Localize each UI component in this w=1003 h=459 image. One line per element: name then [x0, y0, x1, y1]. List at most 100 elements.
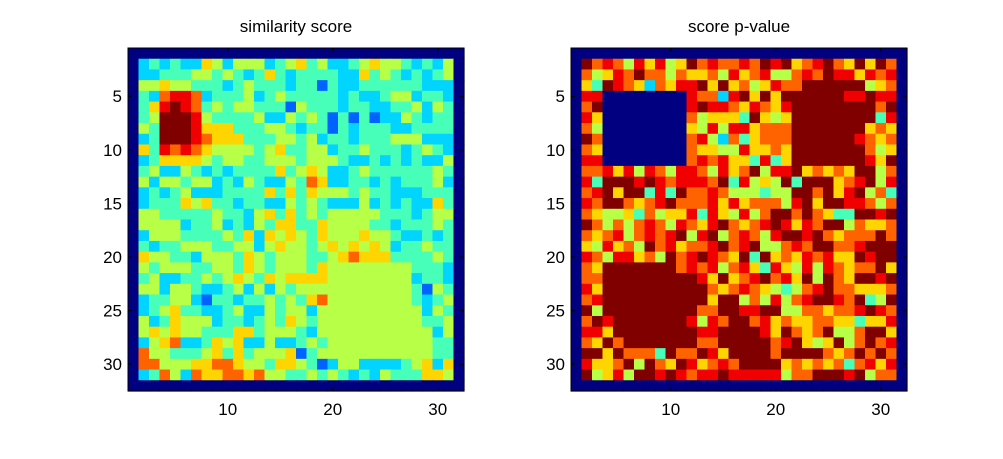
heatmap-cell [760, 273, 772, 285]
heatmap-cell [149, 155, 161, 167]
heatmap-cell [896, 165, 908, 178]
heatmap-cell [317, 155, 329, 167]
heatmap-cell [707, 283, 719, 296]
heatmap-cell [634, 380, 646, 392]
heatmap-cell [380, 369, 392, 381]
heatmap-cell [191, 176, 203, 188]
heatmap-cell [401, 251, 413, 263]
heatmap-cell [443, 240, 455, 253]
heatmap-cell [201, 165, 213, 178]
heatmap-cell [254, 90, 266, 103]
heatmap-cell [812, 240, 824, 253]
heatmap-cell [432, 187, 444, 199]
heatmap-cell [791, 337, 803, 349]
heatmap-cell [760, 358, 772, 371]
heatmap-cell [644, 358, 656, 371]
heatmap-cell [233, 273, 245, 285]
heatmap-cell [571, 358, 583, 371]
heatmap-cell [886, 48, 898, 60]
heatmap-cell [812, 348, 824, 360]
heatmap-cell [613, 358, 625, 371]
heatmap-cell [453, 219, 465, 231]
heatmap-cell [791, 273, 803, 285]
heatmap-cell [411, 283, 423, 296]
heatmap-cell [348, 230, 360, 242]
heatmap-cell [718, 358, 730, 371]
heatmap-cell [285, 326, 297, 339]
heatmap-cell [338, 251, 350, 263]
heatmap-cell [571, 251, 583, 263]
heatmap-cell [264, 144, 276, 156]
heatmap-cell [739, 90, 751, 103]
heatmap-cell [359, 369, 371, 381]
heatmap-cell [443, 155, 455, 167]
heatmap-cell [170, 315, 182, 328]
heatmap-cell [571, 294, 583, 306]
y-tick-label: 20 [546, 248, 565, 267]
heatmap-cell [453, 326, 465, 339]
heatmap-cell [686, 262, 698, 274]
heatmap-cell [697, 112, 709, 124]
heatmap-cell [739, 101, 751, 113]
heatmap-cell [613, 294, 625, 306]
heatmap-cell [886, 187, 898, 199]
heatmap-cell [159, 219, 171, 231]
heatmap-cell [411, 58, 423, 71]
heatmap-cell [401, 230, 413, 242]
heatmap-cell [233, 326, 245, 339]
heatmap-cell [613, 219, 625, 231]
heatmap-cell [159, 380, 171, 392]
heatmap-cell [390, 315, 402, 328]
heatmap-cell [138, 176, 150, 188]
heatmap-cell [264, 165, 276, 178]
heatmap-cell [665, 305, 677, 317]
heatmap-cell [422, 326, 434, 339]
heatmap-cell [159, 198, 171, 210]
heatmap-cell [623, 112, 635, 124]
heatmap-cell [865, 337, 877, 349]
heatmap-cell [571, 305, 583, 317]
heatmap-cell [791, 208, 803, 221]
heatmap-cell [833, 58, 845, 71]
heatmap-cell [665, 240, 677, 253]
heatmap-cell [592, 112, 604, 124]
heatmap-cell [592, 305, 604, 317]
heatmap-cell [264, 283, 276, 296]
heatmap-cell [896, 176, 908, 188]
heatmap-cell [886, 326, 898, 339]
heatmap-cell [369, 326, 381, 339]
heatmap-cell [338, 369, 350, 381]
heatmap-cell [296, 176, 308, 188]
heatmap-cell [453, 369, 465, 381]
heatmap-cell [306, 358, 318, 371]
heatmap-cell [254, 48, 266, 60]
heatmap-cell [865, 80, 877, 92]
heatmap-cell [317, 305, 329, 317]
heatmap-cell [128, 80, 140, 92]
heatmap-cell [686, 380, 698, 392]
heatmap-cell [422, 315, 434, 328]
heatmap-cell [718, 69, 730, 81]
heatmap-cell [296, 208, 308, 221]
heatmap-cell [348, 69, 360, 81]
heatmap-cell [422, 165, 434, 178]
heatmap-cell [191, 294, 203, 306]
heatmap-cell [602, 133, 614, 146]
heatmap-cell [602, 273, 614, 285]
heatmap-cell [348, 90, 360, 103]
heatmap-cell [170, 58, 182, 71]
heatmap-cell [348, 165, 360, 178]
heatmap-cell [306, 187, 318, 199]
heatmap-cell [191, 123, 203, 135]
heatmap-cell [802, 176, 814, 188]
heatmap-cell [665, 48, 677, 60]
heatmap-cell [191, 262, 203, 274]
heatmap-cell [665, 90, 677, 103]
heatmap-cell [812, 230, 824, 242]
heatmap-cell [644, 144, 656, 156]
heatmap-cell [833, 262, 845, 274]
heatmap-cell [707, 123, 719, 135]
heatmap-cell [170, 48, 182, 60]
heatmap-cell [453, 155, 465, 167]
